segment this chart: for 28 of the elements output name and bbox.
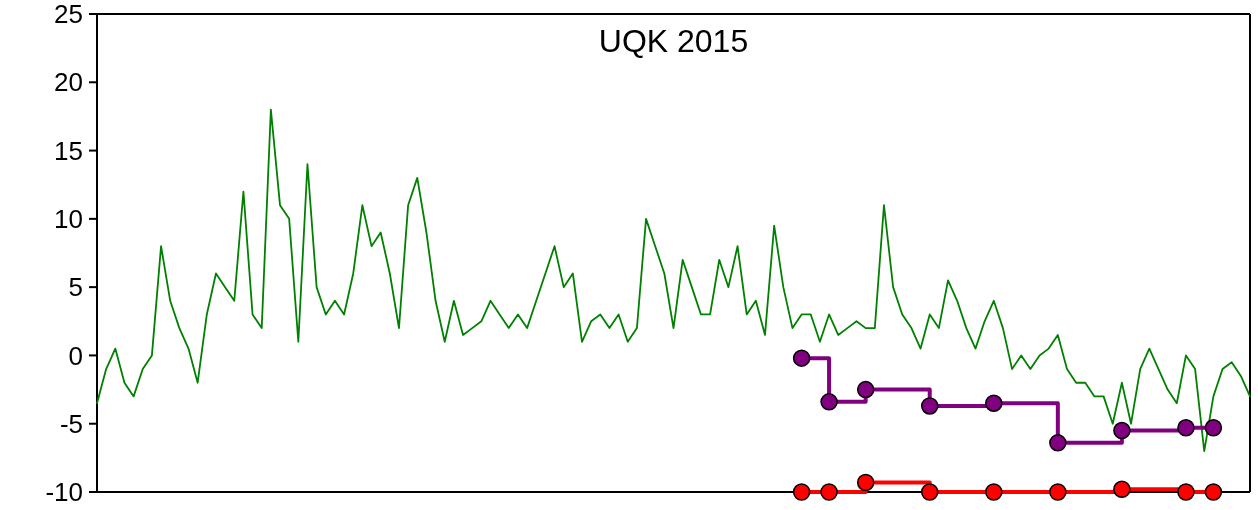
y-tick-label: 10 — [54, 203, 83, 234]
point — [1049, 434, 1067, 452]
point — [1113, 480, 1131, 499]
point — [1177, 419, 1195, 437]
y-tick-label: 20 — [54, 67, 83, 98]
y-tick-label: 0 — [68, 340, 83, 371]
point — [1204, 419, 1223, 437]
point — [792, 349, 811, 367]
y-tick-label: -10 — [45, 477, 83, 508]
point — [856, 380, 875, 399]
point — [1049, 483, 1067, 501]
point — [1113, 421, 1131, 440]
line-series — [96, 108, 1251, 452]
y-tick-label: -5 — [59, 408, 83, 439]
point — [792, 483, 811, 501]
point — [920, 397, 939, 415]
point — [1204, 483, 1223, 501]
point — [820, 483, 838, 501]
y-tick-label: 25 — [54, 0, 83, 30]
point — [856, 473, 875, 492]
point — [820, 393, 838, 411]
y-tick-label: 15 — [54, 135, 83, 166]
point — [1177, 483, 1195, 501]
point — [985, 483, 1003, 501]
y-tick-label: 5 — [68, 272, 83, 303]
point — [920, 483, 939, 501]
point — [985, 394, 1003, 412]
chart-title: UQK 2015 — [598, 23, 749, 59]
